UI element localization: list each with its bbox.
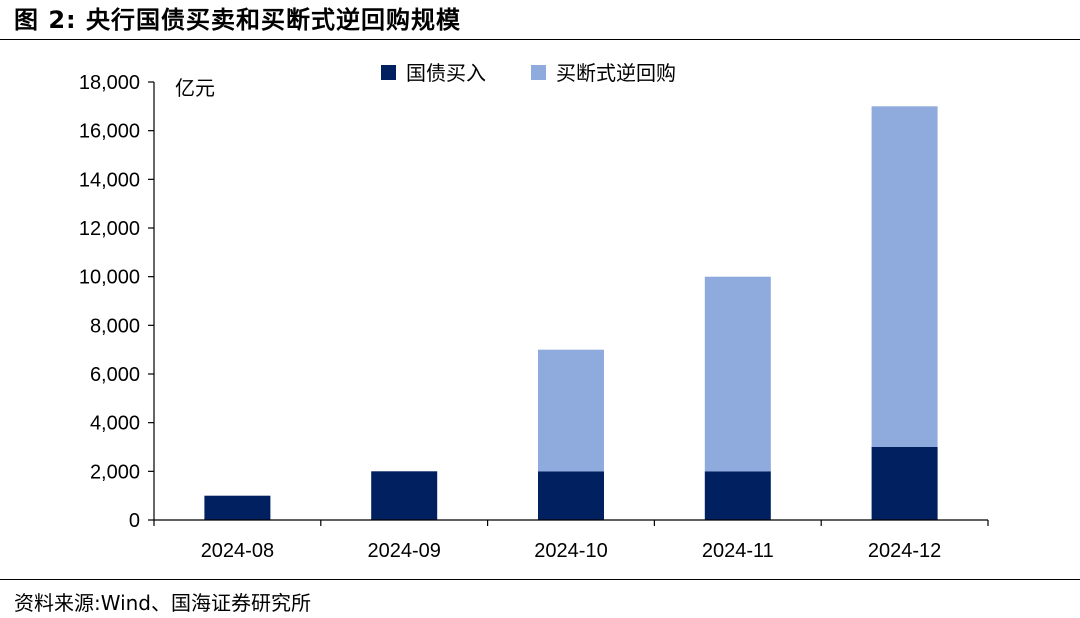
legend-label: 国债买入 [406,62,486,85]
bar-bond-purchase-2024-08 [204,495,271,520]
bar-bond-purchase-2024-10 [538,471,604,520]
y-tick-label: 6,000 [90,364,140,386]
y-tick-label: 16,000 [79,121,140,143]
x-tick-label: 2024-12 [868,540,941,562]
y-tick-label: 4,000 [90,413,140,435]
y-tick-label: 8,000 [90,315,140,337]
y-tick-label: 18,000 [79,72,140,94]
x-tick-label: 2024-09 [367,540,440,562]
y-axis-unit-label: 亿元 [175,77,215,100]
bar-bond-purchase-2024-09 [371,471,438,520]
source-rule [0,579,1080,580]
x-tick-label: 2024-10 [534,540,607,562]
bar-bond-purchase-2024-12 [871,447,938,520]
source-note: 资料来源:Wind、国海证券研究所 [14,591,312,615]
bar-outright-reverse-repo-2024-12 [871,106,938,448]
y-tick-label: 10,000 [79,267,140,289]
y-tick-label: 14,000 [79,169,140,191]
bar-outright-reverse-repo-2024-10 [538,349,604,472]
legend-swatch [381,65,396,80]
axes-layer: 0 2,000 4,000 6,000 8,000 10,000 12,000 14,000 1… [79,72,989,562]
y-tick-label: 12,000 [79,218,140,240]
title-rule [0,39,1080,40]
bars-layer [204,106,938,520]
x-tick-label: 2024-11 [702,540,774,562]
legend: 国债买入 买断式逆回购 [381,62,676,85]
legend-swatch [531,65,546,80]
bar-bond-purchase-2024-11 [704,471,771,520]
x-tick-label: 2024-08 [201,540,274,562]
y-tick-label: 0 [129,510,140,532]
y-tick-label: 2,000 [90,461,140,483]
bar-outright-reverse-repo-2024-11 [704,276,771,472]
figure-title: 图 2: 央行国债买卖和买断式逆回购规模 [14,6,462,34]
legend-label: 买断式逆回购 [556,62,676,85]
stacked-bar-chart: 0 2,000 4,000 6,000 8,000 10,000 12,000 14,000 1… [79,62,989,562]
